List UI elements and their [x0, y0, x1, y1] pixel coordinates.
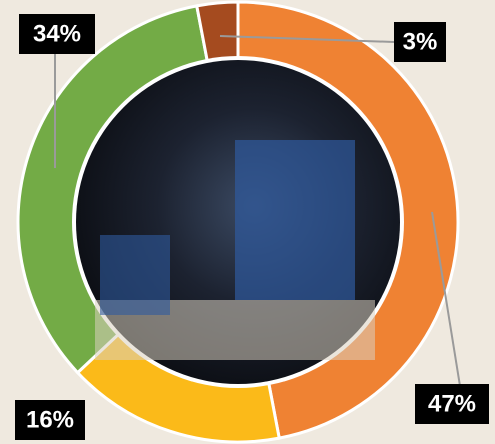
- data-label: 16%: [26, 406, 74, 433]
- leader-line: [219, 35, 395, 43]
- data-label: 34%: [33, 20, 81, 47]
- labels: 47% 16% 34% 3%: [15, 14, 489, 440]
- label-box: [19, 14, 95, 54]
- data-label: 3%: [403, 28, 438, 55]
- label-box: [415, 384, 489, 424]
- photo-figure: [235, 140, 355, 300]
- label-box: [15, 400, 85, 440]
- data-label: 47%: [428, 390, 476, 417]
- leader-line: [431, 211, 461, 387]
- photo-figure: [100, 235, 170, 315]
- label-box: [394, 22, 446, 62]
